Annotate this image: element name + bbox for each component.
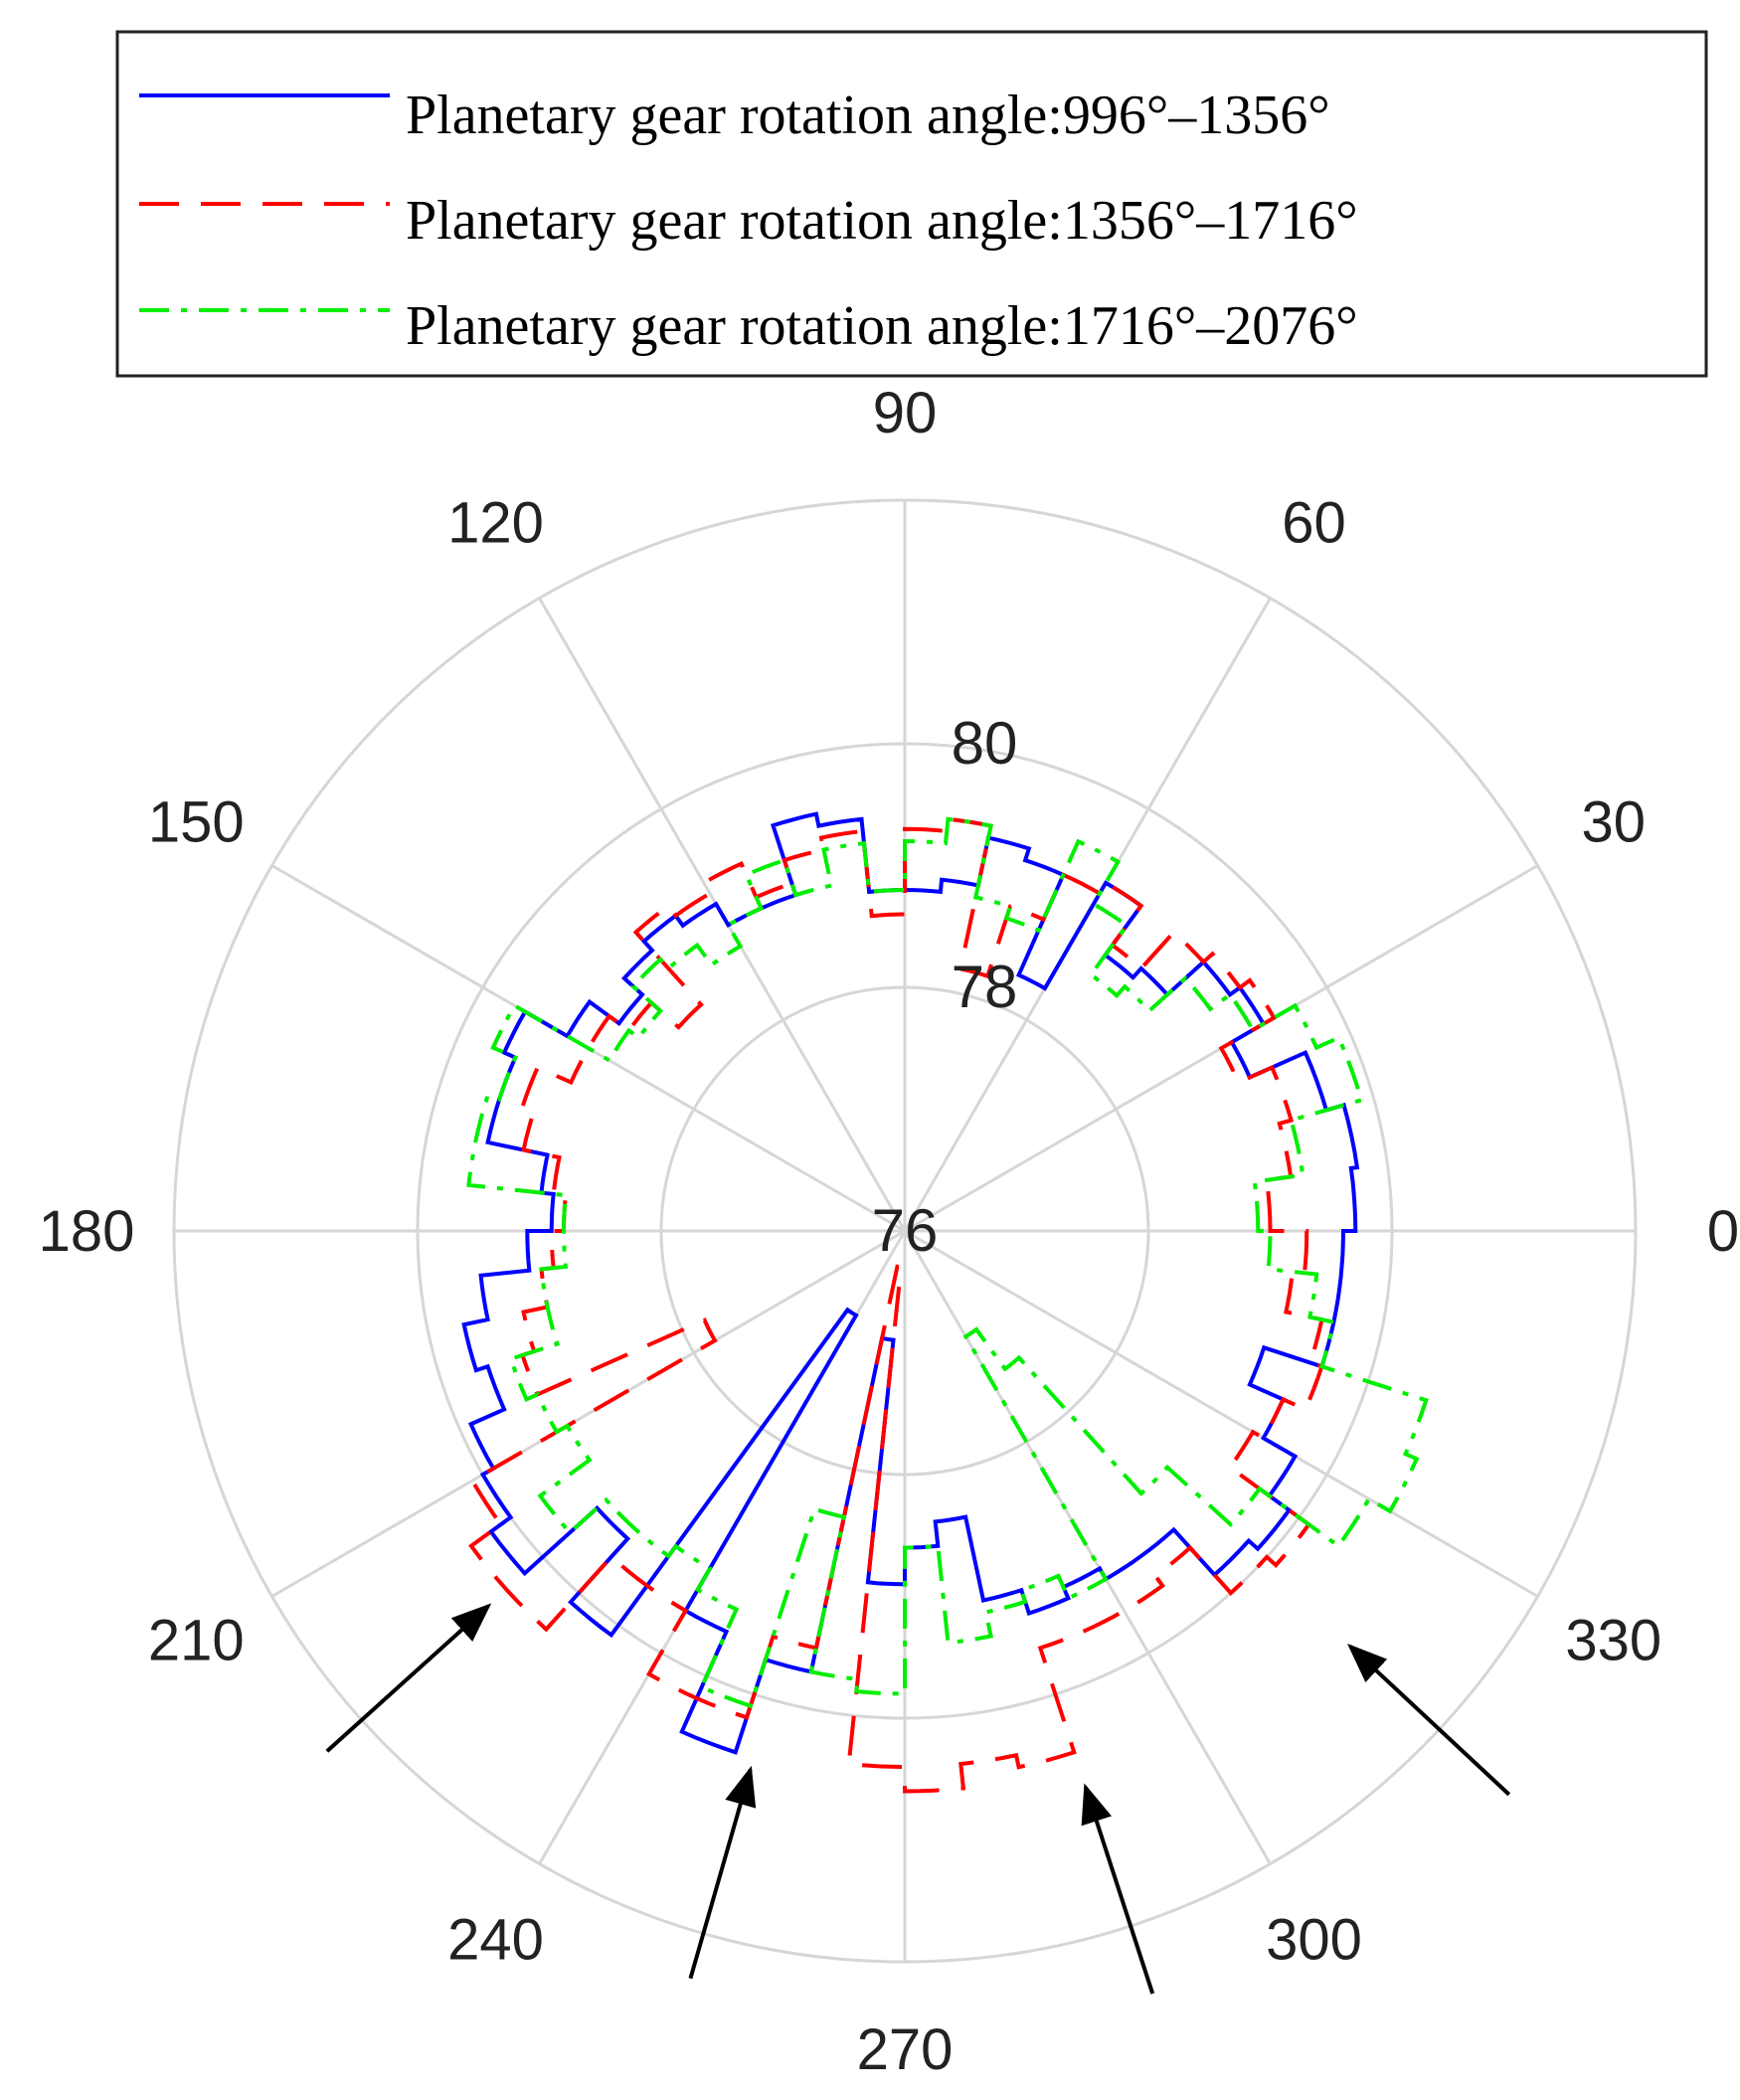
grid-spoke-210: [270, 1229, 906, 1598]
legend-entry-2: Planetary gear rotation angle:1356°–1716…: [406, 190, 1358, 252]
legend-box: [115, 30, 1708, 378]
annotation-arrows: [325, 1603, 1511, 1995]
annotation-arrow-3: [1081, 1783, 1155, 1995]
theta-tick-180: 180: [39, 1199, 135, 1264]
series-line-3: [466, 816, 1429, 1709]
theta-tick-240: 240: [447, 1908, 544, 1973]
theta-tick-120: 120: [447, 490, 544, 555]
grid-spoke-330: [904, 1229, 1539, 1598]
theta-tick-0: 0: [1707, 1199, 1739, 1264]
theta-tick-270: 270: [857, 2017, 954, 2082]
theta-tick-30: 30: [1581, 790, 1646, 855]
theta-tick-90: 90: [873, 381, 938, 445]
annotation-arrow-4: [1347, 1643, 1511, 1797]
annotation-arrow-1: [325, 1603, 492, 1753]
r-tick-labels: 76 78 80: [872, 710, 1018, 1264]
theta-tick-330: 330: [1565, 1609, 1661, 1673]
theta-tick-60: 60: [1282, 490, 1346, 555]
legend-entry-3: Planetary gear rotation angle:1716°–2076…: [406, 295, 1358, 357]
theta-tick-210: 210: [148, 1609, 245, 1673]
legend-entry-1: Planetary gear rotation angle:996°–1356°: [406, 85, 1330, 146]
legend: Planetary gear rotation angle:996°–1356°…: [115, 30, 1708, 378]
series-line-2: [468, 816, 1324, 1794]
theta-tick-labels: 0 30 60 90 120 150 180 210 240 270 300 330: [39, 381, 1740, 2082]
r-tick-78: 78: [952, 954, 1018, 1020]
series-line-1: [461, 811, 1360, 1755]
r-tick-76: 76: [872, 1197, 939, 1264]
theta-tick-150: 150: [148, 790, 245, 855]
annotation-arrow-2: [688, 1765, 757, 1980]
r-tick-80: 80: [952, 710, 1018, 777]
theta-tick-300: 300: [1266, 1908, 1362, 1973]
series-layer: [461, 811, 1429, 1794]
